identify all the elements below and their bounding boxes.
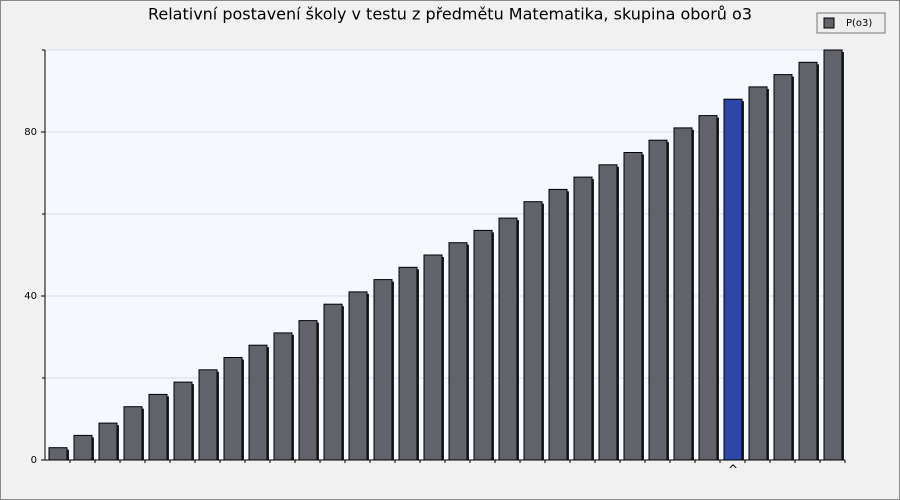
bar	[773, 74, 793, 461]
chart-title: Relativní postavení školy v testu z před…	[148, 5, 752, 24]
bar	[148, 393, 168, 461]
bar	[523, 201, 543, 461]
bar	[248, 344, 268, 461]
legend-swatch	[823, 17, 835, 29]
bar	[823, 49, 843, 461]
bar	[573, 176, 593, 461]
bar	[323, 303, 343, 461]
bar	[698, 115, 718, 461]
bar	[398, 266, 418, 461]
y-tick-label: 0	[31, 455, 37, 466]
bar	[723, 98, 743, 461]
bar	[98, 422, 118, 461]
bar	[548, 188, 568, 461]
y-tick-label: 40	[24, 291, 37, 302]
bar	[198, 369, 218, 461]
bar	[173, 381, 193, 461]
bar	[448, 242, 468, 461]
bar	[648, 139, 668, 461]
bar	[223, 357, 243, 461]
bar	[798, 61, 818, 461]
bar	[673, 127, 693, 461]
bar	[423, 254, 443, 461]
legend-label: P(o3)	[846, 18, 872, 29]
bar	[623, 152, 643, 461]
bar	[48, 447, 68, 461]
bar	[273, 332, 293, 461]
highlight-marker: ^	[728, 463, 738, 477]
y-tick-label: 80	[24, 127, 37, 138]
bar	[348, 291, 368, 461]
bar	[123, 406, 143, 461]
bar	[473, 229, 493, 461]
bar	[373, 279, 393, 461]
bar	[748, 86, 768, 461]
legend: P(o3)	[816, 12, 886, 34]
bar	[498, 217, 518, 461]
bar	[598, 164, 618, 461]
bar	[298, 320, 318, 461]
bar	[73, 434, 93, 461]
